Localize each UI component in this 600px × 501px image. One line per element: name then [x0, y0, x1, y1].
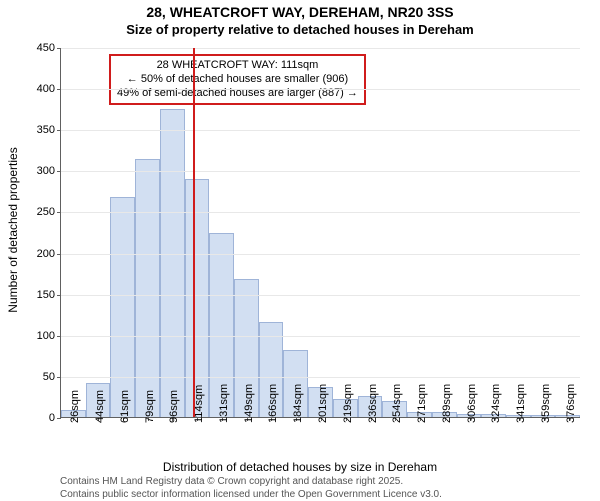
annotation-box: 28 WHEATCROFT WAY: 111sqm ← 50% of detac…: [109, 54, 366, 105]
y-tick-label: 400: [37, 83, 61, 95]
histogram-bar: [135, 159, 160, 417]
x-tick-label: 254sqm: [391, 384, 403, 423]
y-gridline: [61, 171, 580, 172]
plot-area: 28 WHEATCROFT WAY: 111sqm ← 50% of detac…: [60, 48, 580, 418]
y-gridline: [61, 130, 580, 131]
x-tick-label: 149sqm: [243, 384, 255, 423]
y-tick-label: 100: [37, 330, 61, 342]
histogram-bar: [160, 109, 185, 417]
footnote-line1: Contains HM Land Registry data © Crown c…: [60, 476, 442, 489]
y-gridline: [61, 295, 580, 296]
y-gridline: [61, 254, 580, 255]
x-tick-label: 26sqm: [69, 390, 81, 423]
chart-container: 28, WHEATCROFT WAY, DEREHAM, NR20 3SS Si…: [0, 0, 600, 500]
y-axis-label: Number of detached properties: [6, 147, 20, 312]
y-tick-label: 450: [37, 42, 61, 54]
y-gridline: [61, 212, 580, 213]
x-tick-label: 271sqm: [416, 384, 428, 423]
x-tick-label: 359sqm: [540, 384, 552, 423]
x-tick-label: 79sqm: [144, 390, 156, 423]
y-tick-label: 50: [43, 371, 61, 383]
y-tick-label: 200: [37, 248, 61, 260]
annotation-line1: 28 WHEATCROFT WAY: 111sqm: [117, 59, 358, 73]
x-tick-label: 201sqm: [317, 384, 329, 423]
y-gridline: [61, 89, 580, 90]
histogram-bar: [185, 179, 210, 417]
x-tick-label: 96sqm: [168, 390, 180, 423]
x-tick-label: 219sqm: [342, 384, 354, 423]
annotation-line2: ← 50% of detached houses are smaller (90…: [117, 73, 358, 87]
footnote: Contains HM Land Registry data © Crown c…: [60, 476, 442, 501]
x-tick-label: 131sqm: [218, 384, 230, 423]
histogram-bar: [110, 197, 135, 417]
x-tick-label: 306sqm: [466, 384, 478, 423]
x-tick-label: 376sqm: [565, 384, 577, 423]
y-tick-label: 300: [37, 165, 61, 177]
chart-title-line1: 28, WHEATCROFT WAY, DEREHAM, NR20 3SS: [0, 4, 600, 20]
y-gridline: [61, 336, 580, 337]
x-tick-label: 44sqm: [94, 390, 106, 423]
x-tick-label: 61sqm: [119, 390, 131, 423]
x-tick-label: 166sqm: [267, 384, 279, 423]
x-tick-label: 341sqm: [515, 384, 527, 423]
y-gridline: [61, 377, 580, 378]
chart-title-line2: Size of property relative to detached ho…: [0, 22, 600, 37]
y-tick-label: 0: [49, 412, 61, 424]
footnote-line2: Contains public sector information licen…: [60, 489, 442, 501]
x-tick-label: 236sqm: [367, 384, 379, 423]
x-axis-label: Distribution of detached houses by size …: [0, 460, 600, 474]
x-tick-label: 324sqm: [490, 384, 502, 423]
marker-line: [193, 48, 195, 417]
y-tick-label: 350: [37, 124, 61, 136]
y-tick-label: 150: [37, 289, 61, 301]
y-gridline: [61, 48, 580, 49]
x-tick-label: 289sqm: [441, 384, 453, 423]
y-tick-label: 250: [37, 206, 61, 218]
x-tick-label: 184sqm: [292, 384, 304, 423]
